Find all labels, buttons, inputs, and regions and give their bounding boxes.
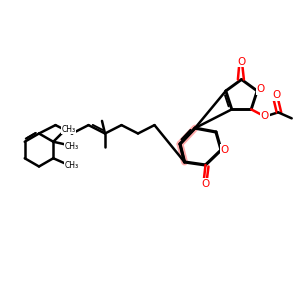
Text: CH₃: CH₃ xyxy=(65,142,79,151)
Text: O: O xyxy=(256,84,264,94)
Text: O: O xyxy=(237,56,246,67)
Text: O: O xyxy=(273,90,281,100)
Text: CH₃: CH₃ xyxy=(65,161,79,170)
Text: CH₃: CH₃ xyxy=(62,124,76,134)
Text: O: O xyxy=(201,178,210,189)
Text: O: O xyxy=(261,111,269,121)
Text: O: O xyxy=(220,145,229,155)
